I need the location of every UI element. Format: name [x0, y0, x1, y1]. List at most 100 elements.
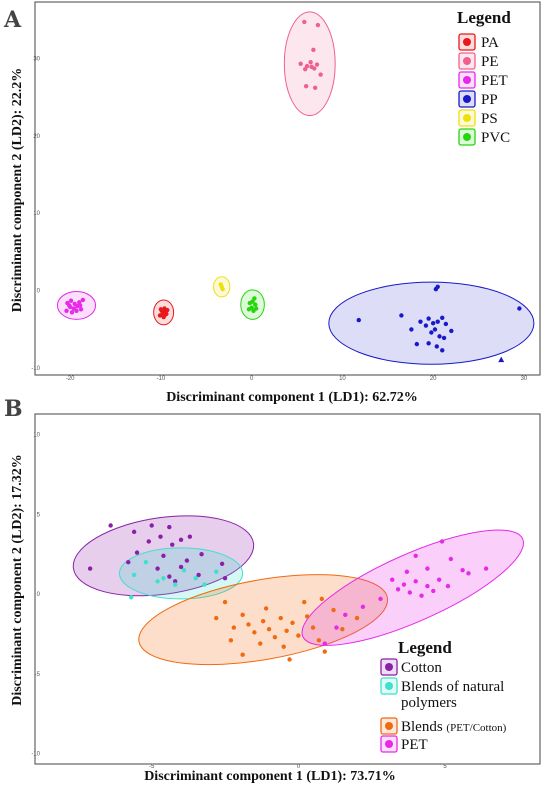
panel-a-x-tick-label: -10 — [157, 376, 166, 382]
panel-a-pe-point — [318, 72, 323, 77]
panel-b-cotton-point — [187, 534, 193, 539]
panel-b-blends-pet-cotton-point — [287, 657, 292, 662]
panel-a-pe-point — [298, 61, 303, 66]
panel-b-y-tick-label: 10 — [33, 433, 40, 439]
panel-b-pet-point — [436, 577, 442, 582]
panel-a-pet-point — [74, 308, 79, 314]
panel-b-blends-pet-cotton-point — [284, 628, 289, 633]
legend-a-pe-marker — [463, 57, 471, 65]
panel-a-pe-point — [303, 66, 308, 72]
panel-b-blends-pet-cotton-point — [240, 652, 245, 657]
panel-b-x-tick-label: 0 — [297, 764, 301, 770]
panel-b-blends-pet-cotton-point — [258, 641, 263, 646]
panel-b-pet-point — [460, 567, 465, 573]
panel-b-blends-of-natural-polymers-point — [181, 567, 187, 573]
panel-b-y-tick-label: 0 — [37, 592, 41, 598]
panel-b-blends-pet-cotton-point — [260, 619, 266, 624]
panel-a-pe-point — [308, 60, 313, 65]
panel-b-y-tick-label: 5 — [37, 512, 41, 518]
panel-a-pp-point — [356, 317, 361, 323]
panel-b-blends-pet-cotton-point — [263, 606, 269, 611]
panel-a-pp-point — [441, 335, 447, 341]
legend-b-blends-of-natural-polymers-label: Blends of natural polymers — [401, 679, 504, 711]
legend-b-blends-pet-cotton-marker — [385, 722, 393, 730]
panel-a-y-tick-label: 20 — [33, 134, 40, 140]
panel-b: B -5 0 5 -10 -5 0 5 10 Discriminant component 1… — [4, 396, 541, 784]
legend-b-title: Legend — [398, 638, 452, 657]
panel-a-pp-point — [432, 327, 438, 332]
panel-b-blends-pet-cotton-point — [228, 638, 234, 643]
panel-b-pet-point — [445, 583, 451, 589]
panel-b-blends-of-natural-polymers-point — [143, 559, 149, 565]
panel-b-blends-of-natural-polymers-point — [193, 575, 198, 581]
panel-b-blends-pet-cotton-point — [240, 612, 245, 618]
panel-b-pet-point — [404, 569, 410, 574]
panel-b-cotton-point — [172, 579, 178, 584]
panel-b-blends-pet-cotton-point — [214, 615, 219, 621]
panel-b-y-axis-title: Discriminant component 2 (LD2): 17.32% — [10, 454, 25, 706]
legend-a-pet-marker — [463, 76, 471, 84]
panel-a-plot-frame — [34, 1, 541, 376]
panel-b-cotton-point — [170, 542, 175, 547]
legend-a-items: PA PE PET PP PS PVC — [458, 33, 510, 146]
panel-b-cotton-point — [222, 575, 228, 581]
panel-a-pa-point — [165, 307, 170, 313]
panel-b-blends-pet-cotton-point — [290, 620, 295, 626]
panel-b-blends-of-natural-polymers-point — [161, 575, 166, 581]
panel-a-legend: Legend PA PE PET PP PS PVC — [457, 8, 511, 146]
panel-a-pet-point — [80, 297, 86, 303]
panel-b-blends-pet-cotton-point — [331, 607, 336, 613]
panel-b-pet-point — [413, 553, 418, 559]
panel-b-pet-point — [390, 577, 395, 582]
panel-b-pet-point — [413, 579, 418, 584]
panel-b-blends-pet-cotton-point — [281, 644, 286, 649]
panel-b-pet-point — [425, 566, 430, 571]
panel-b-blends-pet-cotton-point — [246, 622, 251, 627]
panel-a-x-axis-title: Discriminant component 1 (LD1): 62.72% — [166, 390, 418, 405]
legend-a-pa-marker — [463, 38, 471, 46]
legend-a-pa-label: PA — [481, 35, 499, 51]
panel-b-blends-pet-cotton-point — [278, 615, 283, 621]
panel-b-pet-point — [401, 582, 407, 587]
panel-a-pp-point — [440, 348, 445, 353]
panel-a-pe-point — [303, 84, 309, 89]
panel-b-plot: -5 0 5 -10 -5 0 5 10 — [31, 433, 524, 770]
panel-b-pet-point — [431, 588, 436, 594]
panel-b-cotton-point — [161, 553, 166, 559]
panel-a-ps-point — [219, 284, 224, 290]
panel-a-plot: -20 -10 0 10 20 30 -10 0 10 20 30 — [31, 11, 535, 382]
panel-a-pe-point — [309, 64, 314, 70]
panel-b-blends-of-natural-polymers-point — [155, 579, 160, 584]
panel-b-pet-point — [425, 583, 430, 589]
panel-a-pp-point — [517, 306, 522, 311]
panel-a-pp-point — [426, 341, 431, 346]
panel-a-pp-point — [440, 315, 445, 320]
panel-a-y-tick-label: 30 — [33, 56, 40, 62]
panel-b-pet-point — [466, 571, 471, 576]
panel-b-y-tick-label: -10 — [31, 752, 40, 758]
panel-a-pet-point — [69, 310, 75, 315]
panel-a-pa-point — [159, 308, 165, 314]
panel-a-pet-point — [78, 307, 84, 312]
panel-a-pe-point — [302, 19, 307, 25]
panel-b-blends-pet-cotton-point — [304, 614, 310, 619]
panel-b-pet-point — [439, 539, 445, 544]
panel-a-pp-point — [429, 330, 434, 335]
panel-b-label: B — [4, 396, 23, 422]
legend-a-pet-label: PET — [481, 73, 508, 89]
panel-b-cotton-point — [87, 566, 93, 571]
panel-b-blends-pet-cotton-point — [296, 633, 301, 638]
panel-b-pet-point — [407, 590, 413, 595]
legend-b-blends-pet-cotton-label: Blends (PET/Cotton) — [401, 719, 507, 735]
panel-a-pa-point — [157, 313, 163, 318]
panel-a-pet-point — [64, 308, 69, 314]
panel-b-cotton-point — [178, 537, 184, 543]
legend-b-pet-marker — [385, 740, 393, 748]
legend-a-pp-marker — [463, 95, 471, 103]
panel-a-pvc-point — [253, 306, 259, 311]
panel-b-pet-point — [419, 593, 424, 598]
legend-a-pvc-marker — [463, 133, 471, 141]
panel-b-cotton-point — [155, 566, 160, 571]
panel-a-pe-point — [315, 22, 321, 28]
panel-a-pp-triangle-point — [498, 356, 505, 363]
